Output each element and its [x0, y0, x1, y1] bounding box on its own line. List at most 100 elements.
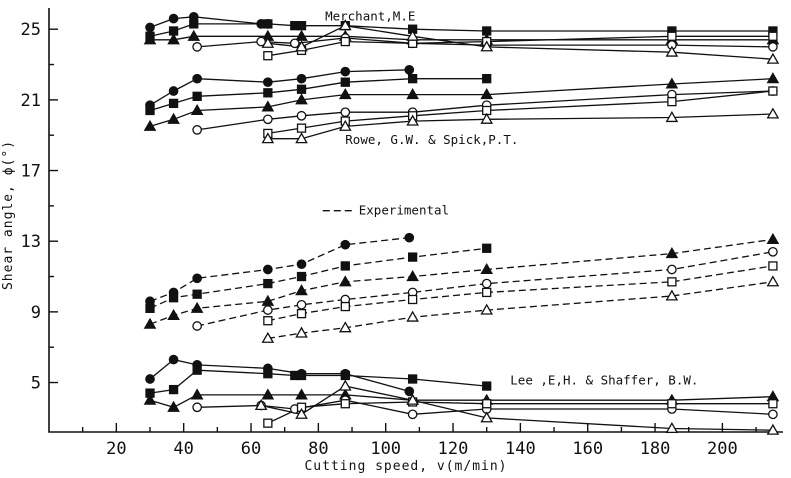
filled-square-marker [145, 105, 155, 116]
open-square-marker [263, 316, 273, 326]
open-circle-marker [768, 246, 778, 257]
filled-triangle-marker [480, 262, 494, 275]
filled-square-marker [192, 289, 202, 299]
filled-square-marker [482, 74, 492, 84]
open-square-marker [667, 31, 677, 41]
filled-triangle-marker [167, 33, 180, 45]
open-square-marker [407, 294, 418, 305]
y-tick-label: 5 [31, 374, 41, 394]
open-circle-marker [192, 321, 202, 331]
filled-square-marker [296, 271, 307, 282]
filled-circle-marker [192, 273, 202, 284]
open-circle-marker [481, 278, 492, 289]
open-triangle-marker [766, 275, 780, 287]
axis-frame [48, 8, 783, 433]
open-triangle-marker [406, 29, 419, 41]
y-tick-label: 13 [21, 232, 41, 252]
filled-circle-marker [340, 239, 351, 250]
open-triangle-marker [766, 52, 780, 64]
open-triangle-marker [766, 423, 780, 435]
x-tick-label: 60 [241, 439, 261, 459]
filled-circle-marker [296, 73, 307, 84]
open-triangle-marker [295, 132, 308, 144]
series-line-merchant-filled-square [149, 23, 773, 37]
filled-square-marker [407, 252, 418, 262]
filled-square-marker [145, 303, 155, 313]
filled-triangle-marker [261, 388, 275, 400]
annotation-1: Rowe, G.W. & Spick,P.T. [345, 132, 518, 147]
filled-square-marker [407, 374, 418, 384]
annotation-2: Experimental [359, 203, 449, 218]
filled-circle-marker [340, 66, 351, 77]
open-triangle-marker [480, 40, 494, 52]
series-line-experimental-open-circle [196, 251, 774, 327]
open-square-marker [263, 418, 273, 428]
open-triangle-marker [261, 36, 275, 48]
filled-triangle-marker [190, 388, 204, 400]
open-triangle-marker [295, 407, 308, 419]
filled-triangle-marker [766, 232, 780, 244]
open-circle-marker [263, 305, 273, 315]
open-triangle-marker [406, 393, 419, 405]
x-tick-label: 200 [707, 439, 738, 459]
open-triangle-marker [338, 19, 352, 31]
open-circle-marker [340, 107, 351, 118]
open-triangle-marker [665, 111, 679, 123]
open-triangle-marker [665, 289, 679, 301]
open-triangle-marker [254, 398, 268, 411]
open-triangle-marker [338, 321, 352, 333]
filled-triangle-marker [190, 103, 204, 116]
filled-triangle-marker [295, 93, 308, 105]
open-circle-marker [768, 42, 778, 52]
annotation-3: Lee ,E,H. & Shaffer, B.W. [510, 372, 698, 387]
filled-circle-marker [296, 259, 307, 270]
filled-square-marker [192, 365, 202, 375]
filled-triangle-marker [167, 400, 180, 412]
open-square-marker [340, 399, 350, 409]
annotations-layer: Merchant,M.E Rowe, G.W. & Spick,P.T. Exper… [322, 8, 698, 387]
series-layer [149, 16, 774, 431]
open-square-marker [263, 51, 273, 61]
open-triangle-marker [261, 132, 275, 144]
filled-square-marker [340, 261, 350, 271]
open-circle-marker [192, 42, 202, 52]
filled-triangle-marker [261, 100, 275, 112]
y-tick-label: 17 [21, 162, 41, 182]
filled-triangle-marker [295, 284, 308, 296]
open-circle-marker [263, 114, 273, 125]
filled-square-marker [340, 77, 350, 87]
series-line-lee-filled-circle [149, 358, 410, 393]
y-axis-label: Shear angle, ϕ(°) [1, 140, 16, 290]
open-square-marker [340, 36, 350, 47]
filled-square-marker [296, 84, 307, 94]
x-tick-label: 160 [572, 439, 603, 459]
filled-triangle-marker [143, 33, 157, 45]
series-line-lee-open-triangle [260, 385, 773, 431]
filled-square-marker [340, 370, 350, 381]
open-triangle-marker [665, 421, 679, 434]
x-tick-label: 140 [505, 439, 536, 459]
open-triangle-marker [261, 331, 275, 343]
open-triangle-marker [665, 45, 679, 57]
filled-square-marker [263, 88, 273, 98]
filled-square-marker [263, 19, 273, 29]
x-tick-label: 20 [106, 439, 126, 459]
filled-triangle-marker [295, 29, 308, 41]
filled-circle-marker [404, 386, 415, 397]
filled-triangle-marker [338, 88, 352, 100]
filled-triangle-marker [665, 77, 679, 89]
open-triangle-marker [338, 119, 352, 131]
filled-circle-marker [404, 232, 415, 243]
open-square-marker [768, 399, 778, 409]
series-line-rowe-filled-triangle [149, 78, 773, 128]
markers-layer [143, 11, 780, 435]
filled-triangle-marker [143, 119, 157, 131]
axes: 20 40 60 80 100 120 140 160 180 200 5 9 13 17 21 25 [21, 8, 783, 459]
open-triangle-marker [480, 112, 494, 124]
x-tick-label: 40 [173, 439, 193, 459]
y-tick-label: 21 [21, 91, 41, 111]
open-triangle-marker [338, 379, 352, 391]
filled-square-marker [482, 381, 492, 391]
x-tick-label: 120 [438, 439, 469, 459]
open-square-marker [482, 287, 492, 298]
